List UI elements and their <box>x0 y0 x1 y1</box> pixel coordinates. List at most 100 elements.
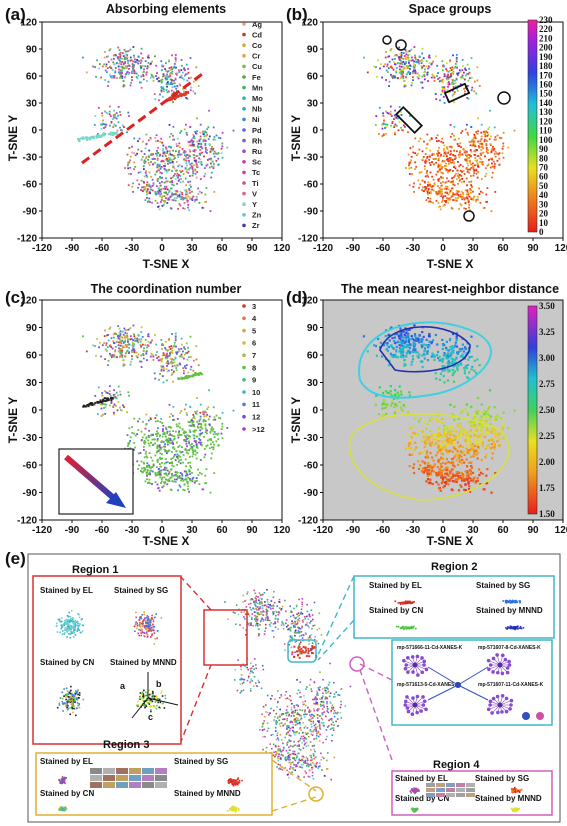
data-point <box>436 185 439 187</box>
data-point <box>278 600 280 603</box>
data-point <box>431 482 435 486</box>
data-point <box>157 427 159 430</box>
data-point <box>110 402 113 404</box>
data-point <box>469 421 472 424</box>
data-point <box>391 400 394 403</box>
data-point <box>383 402 386 406</box>
data-point <box>475 160 478 163</box>
data-point <box>468 171 471 174</box>
data-point <box>381 407 384 410</box>
data-point <box>402 52 405 54</box>
data-point <box>87 405 90 408</box>
data-point <box>176 351 179 353</box>
data-point <box>169 153 172 156</box>
data-point <box>412 341 415 344</box>
data-point <box>403 85 406 88</box>
data-point <box>199 149 202 151</box>
data-point <box>458 180 461 182</box>
data-point <box>103 407 105 409</box>
data-point <box>402 58 405 60</box>
data-point <box>210 162 212 165</box>
data-point <box>450 461 453 464</box>
data-point <box>193 437 196 440</box>
data-point <box>464 478 467 481</box>
data-point <box>114 393 116 396</box>
data-point <box>393 355 396 358</box>
data-point <box>206 432 208 435</box>
data-point <box>487 439 490 442</box>
data-point <box>455 56 458 59</box>
data-point <box>446 362 449 365</box>
data-point <box>161 440 164 443</box>
data-point <box>160 358 163 361</box>
data-point <box>421 189 423 191</box>
data-point <box>413 471 416 475</box>
data-point <box>142 64 144 67</box>
data-point <box>200 161 203 163</box>
data-point <box>156 357 158 359</box>
data-point <box>115 333 117 335</box>
data-point <box>195 440 198 442</box>
data-point <box>167 478 170 481</box>
data-point <box>147 340 150 343</box>
data-point <box>174 335 177 338</box>
data-point <box>180 130 183 132</box>
data-point <box>476 195 479 198</box>
data-point <box>452 480 455 483</box>
data-point <box>159 373 161 375</box>
data-point <box>173 96 176 99</box>
data-point <box>473 143 476 146</box>
data-point <box>389 390 392 393</box>
data-point <box>400 62 403 65</box>
data-point <box>411 337 414 341</box>
data-point <box>490 210 493 212</box>
data-point <box>109 131 112 134</box>
data-point <box>177 348 180 351</box>
data-point <box>466 197 469 200</box>
data-point <box>176 418 179 420</box>
data-point <box>449 150 452 152</box>
data-point <box>474 159 477 162</box>
data-point <box>149 201 151 203</box>
data-point <box>175 72 177 75</box>
data-point <box>463 479 466 482</box>
data-point <box>154 442 156 445</box>
data-point <box>191 479 193 482</box>
data-point <box>188 159 190 162</box>
data-point <box>180 434 183 436</box>
data-point <box>426 133 429 136</box>
data-point <box>82 137 85 140</box>
data-point <box>466 150 468 153</box>
data-point <box>383 119 385 122</box>
data-point <box>447 171 449 174</box>
data-point <box>143 186 146 188</box>
data-point <box>449 135 452 138</box>
data-point <box>162 354 165 356</box>
data-point <box>266 601 269 603</box>
data-point <box>426 71 429 74</box>
data-point <box>197 364 200 367</box>
data-point <box>160 87 163 90</box>
data-point <box>141 156 144 158</box>
data-point <box>167 83 170 86</box>
data-point <box>199 443 202 446</box>
data-point <box>428 436 432 439</box>
data-point <box>459 474 462 477</box>
data-point <box>95 354 97 357</box>
data-point <box>129 155 132 158</box>
data-point <box>171 54 173 57</box>
data-point <box>455 430 458 433</box>
data-point <box>204 419 206 422</box>
data-point <box>183 483 186 486</box>
data-point <box>397 129 400 132</box>
data-point <box>404 335 407 338</box>
y-tick-label: -60 <box>23 180 38 191</box>
data-point <box>203 155 205 158</box>
data-point <box>172 480 175 483</box>
data-point <box>98 67 100 70</box>
data-point <box>156 152 158 155</box>
data-point <box>437 437 440 441</box>
data-point <box>167 437 170 440</box>
data-point <box>226 427 229 429</box>
data-point <box>191 168 194 171</box>
